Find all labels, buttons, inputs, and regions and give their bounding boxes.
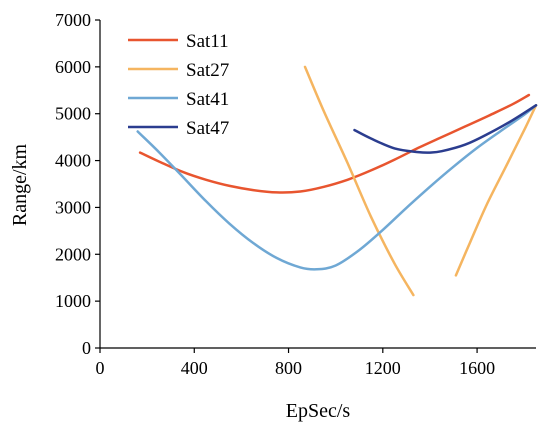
x-tick-label: 0: [96, 358, 105, 378]
series-layer: [136, 65, 538, 297]
x-ticks: 0 400 800 1200 1600: [96, 348, 495, 378]
y-tick-label: 1000: [55, 291, 91, 311]
y-tick-label: 2000: [55, 244, 91, 264]
series-line-sat41: [136, 104, 538, 271]
x-axis-label: EpSec/s: [286, 400, 351, 422]
y-tick-label: 6000: [55, 57, 91, 77]
y-tick-label: 7000: [55, 10, 91, 30]
y-axis-label: Range/km: [9, 143, 31, 226]
series-line-sat27-segment-1: [303, 65, 415, 297]
x-tick-label: 800: [275, 358, 302, 378]
legend-label-sat41: Sat41: [186, 89, 229, 110]
x-tick-label: 1600: [459, 358, 495, 378]
series-line-sat47: [353, 104, 538, 154]
plot-area: 0 1000 2000 3000 4000 5000 6000 7000 0 400 800 120…: [55, 10, 538, 378]
series-line-sat11: [138, 93, 531, 194]
y-tick-label: 5000: [55, 104, 91, 124]
legend: Sat11 Sat27 Sat41 Sat47: [128, 31, 229, 139]
y-tick-label: 4000: [55, 151, 91, 171]
y-tick-label: 0: [82, 338, 91, 358]
legend-label-sat27: Sat27: [186, 60, 229, 81]
legend-label-sat11: Sat11: [186, 31, 229, 52]
y-ticks: 0 1000 2000 3000 4000 5000 6000 7000: [55, 10, 100, 358]
series-line-sat27-segment-2: [454, 104, 538, 277]
y-tick-label: 3000: [55, 197, 91, 217]
legend-label-sat47: Sat47: [186, 118, 229, 139]
x-tick-label: 400: [181, 358, 208, 378]
x-tick-label: 1200: [365, 358, 401, 378]
